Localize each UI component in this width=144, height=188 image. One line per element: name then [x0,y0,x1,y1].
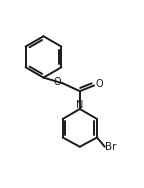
Text: Br: Br [105,142,116,152]
Text: O: O [54,77,61,87]
Text: N: N [76,100,84,110]
Text: O: O [96,79,103,89]
